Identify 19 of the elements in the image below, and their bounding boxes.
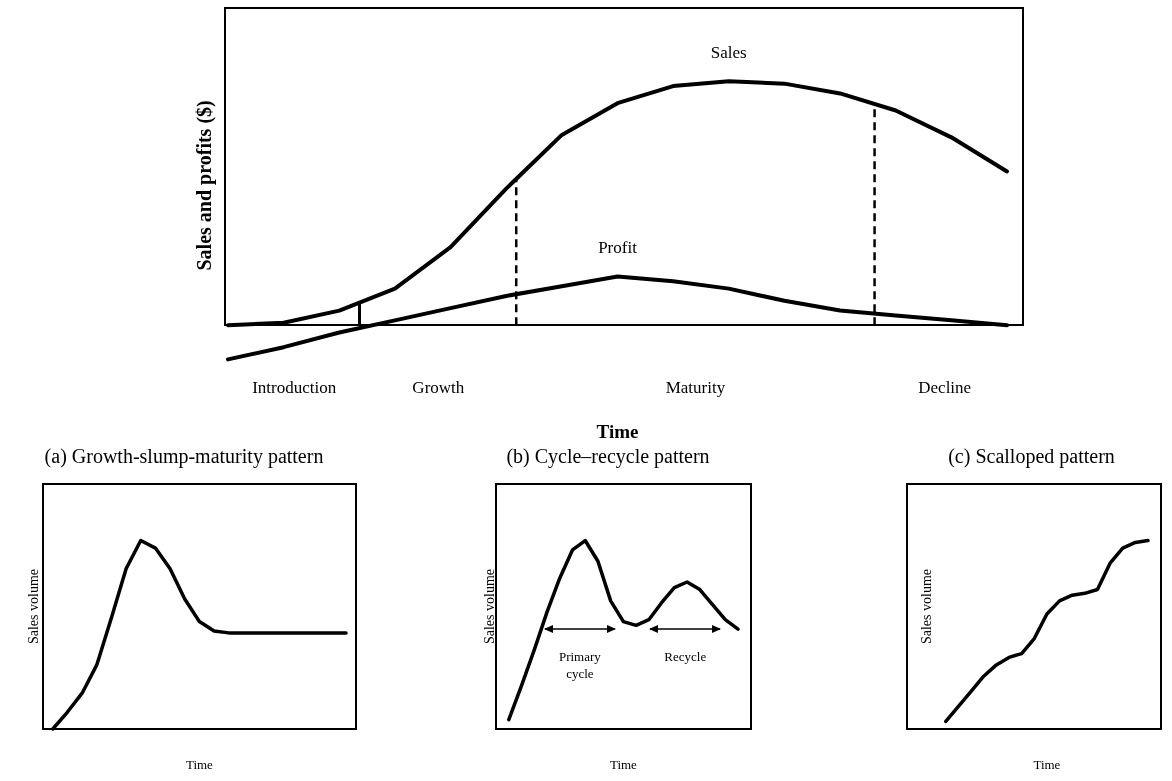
text: Decline — [918, 378, 972, 398]
series-label: Profit — [598, 237, 638, 257]
annotation: Primary cycle — [558, 648, 602, 681]
y-axis-title: Sales and profits ($) — [193, 100, 217, 271]
chart-title: (c) Scalloped pattern — [948, 445, 1115, 469]
x-axis-title: Time — [185, 756, 214, 772]
y-axis-title: Sales volume — [919, 568, 935, 645]
x-axis-title: Time — [596, 420, 639, 442]
text: Growth — [412, 378, 465, 398]
x-axis-title: Time — [1033, 756, 1061, 772]
text: Introduction — [252, 378, 337, 398]
y-axis-title: Sales volume — [26, 568, 42, 645]
chart-title: (b) Cycle–recycle pattern — [506, 445, 710, 469]
chart-title: (a) Growth-slump-maturity pattern — [44, 445, 324, 469]
x-axis-title: Time — [609, 756, 638, 772]
annotation: Recycle — [664, 648, 707, 664]
y-axis-title: Sales volume — [482, 568, 498, 645]
text: Maturity — [665, 378, 726, 398]
series-label: Sales — [710, 42, 747, 62]
